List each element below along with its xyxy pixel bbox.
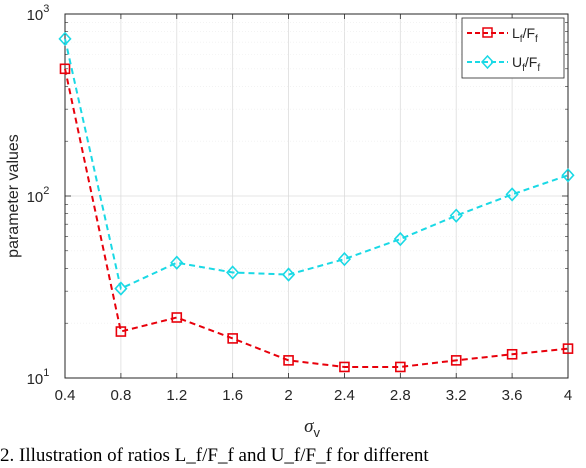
series-0-point — [59, 63, 71, 75]
series-1-point — [561, 168, 575, 183]
figure-caption: 2. Illustration of ratios L_f/F_f and U_… — [0, 445, 429, 466]
legend-uf-a: U — [512, 54, 522, 70]
legend-marker-lf — [482, 27, 493, 38]
x-tick-label: 2.8 — [390, 387, 411, 404]
legend: Lf/Ff Uf/Ff — [461, 17, 565, 79]
legend-uf-b-sub: f — [537, 63, 540, 74]
x-tick-label: 0.4 — [55, 387, 76, 404]
series-0-point — [171, 312, 183, 323]
legend-lf-a-sub: f — [520, 34, 523, 45]
y-tick-label-exponent: 3 — [43, 3, 49, 15]
x-axis-label-subscript: v — [313, 425, 320, 440]
series-0-point — [339, 361, 350, 373]
legend-label-uf: Uf/Ff — [512, 54, 540, 74]
y-tick-label-base: 10 — [27, 189, 44, 206]
y-tick-label: 102 — [27, 185, 50, 206]
x-axis-label-symbol: σ — [304, 416, 314, 437]
series-0-point — [395, 361, 406, 373]
x-tick-label: 2 — [284, 387, 292, 404]
x-tick-label: 1.6 — [222, 387, 243, 404]
y-tick-label: 101 — [27, 367, 50, 388]
x-tick-label: 3.6 — [502, 387, 523, 404]
series-line-0 — [64, 68, 569, 368]
legend-label-lf: Lf/Ff — [512, 25, 538, 45]
y-tick-label-exponent: 2 — [43, 185, 49, 197]
series-0-point — [450, 355, 462, 366]
x-tick-label: 3.2 — [446, 387, 467, 404]
series-0-point — [283, 355, 294, 366]
series-1-point — [281, 267, 296, 282]
x-tick-label: 0.8 — [110, 387, 131, 404]
series-1-point — [226, 265, 240, 280]
series-1-point — [505, 187, 519, 202]
series-0-point — [506, 348, 518, 360]
series-1-point — [449, 208, 463, 223]
legend-lf-sep: /F — [523, 25, 535, 41]
x-axis-label: σv — [304, 416, 320, 440]
series-0-point — [115, 326, 127, 337]
legend-lf-a: L — [512, 25, 520, 41]
y-axis-label: parameter values — [5, 134, 22, 258]
y-tick-label-exponent: 1 — [43, 367, 49, 379]
y-tick-label-base: 10 — [27, 7, 44, 24]
legend-uf-sep: /F — [525, 54, 537, 70]
series-1-point — [114, 281, 128, 296]
legend-lf-b-sub: f — [535, 34, 538, 45]
x-tick-label: 1.2 — [166, 387, 187, 404]
series-1-point — [337, 251, 352, 267]
x-tick-label: 4 — [564, 387, 572, 404]
legend-entry-uf: Uf/Ff — [467, 54, 540, 74]
legend-entry-lf: Lf/Ff — [467, 25, 538, 45]
series-0-point — [227, 333, 238, 344]
series — [58, 31, 575, 373]
legend-box — [461, 17, 565, 79]
x-tick-label: 2.4 — [334, 387, 355, 404]
series-1-point — [393, 231, 407, 247]
y-tick-label: 103 — [27, 3, 50, 24]
legend-uf-a-sub: f — [522, 63, 525, 74]
series-1-point — [58, 31, 72, 47]
y-tick-label-base: 10 — [27, 371, 44, 388]
series-1-point — [170, 255, 184, 270]
series-0-point — [562, 343, 574, 354]
legend-marker-uf — [480, 54, 495, 70]
